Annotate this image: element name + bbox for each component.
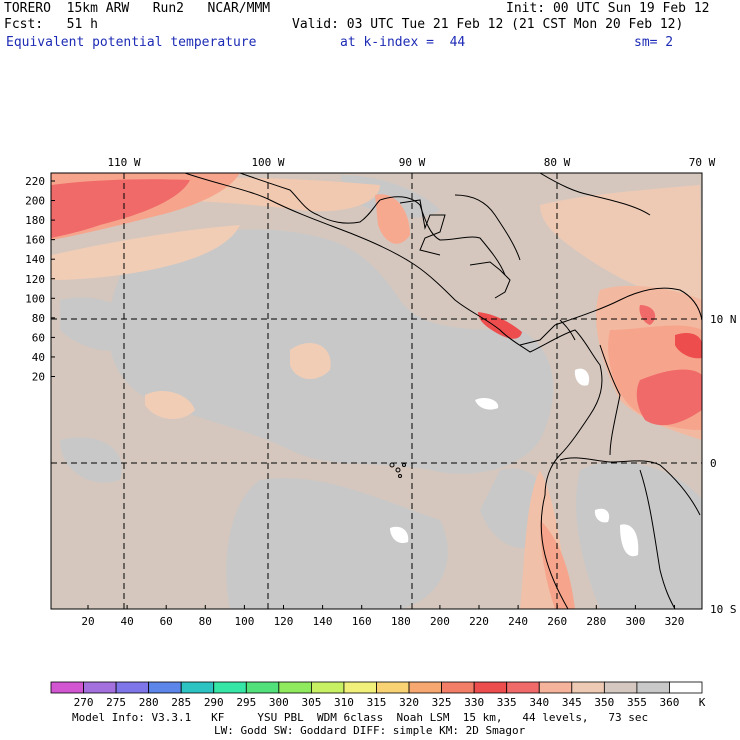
colorbar-label: 290 [204,696,224,709]
colorbar-swatch [115,681,150,694]
colorbar-swatch [506,681,540,694]
map-frame [50,172,703,610]
colorbar-swatch [310,681,345,694]
y-tick-label: 120 [25,273,45,286]
colorbar-label: 285 [171,696,191,709]
colorbar-swatch [376,681,410,694]
colorbar-label: 340 [529,696,549,709]
colorbar-swatch [278,681,312,694]
x-tick-label: 160 [352,615,372,628]
lon-label: 80 W [544,156,571,169]
lat-label: 0 [710,457,717,470]
forecast-hour: Fcst: 51 h [4,17,98,32]
colorbar-swatch [571,681,605,694]
colorbar-swatch [636,681,670,694]
colorbar-unit: K [699,696,706,709]
x-tick-label: 300 [625,615,645,628]
x-tick-label: 80 [199,615,212,628]
theta-e-field [51,173,702,609]
x-tick-label: 180 [391,615,411,628]
valid-time: Valid: 03 UTC Tue 21 Feb 12 (21 CST Mon … [292,17,684,32]
x-tick-label: 220 [469,615,489,628]
colorbar-label: 355 [627,696,647,709]
colorbar-label: 300 [269,696,289,709]
colorbar-swatch [180,681,215,694]
colorbar-label: 345 [562,696,582,709]
init-time: Init: 00 UTC Sun 19 Feb 12 [506,1,710,16]
lon-label: 100 W [251,156,284,169]
x-tick-label: 100 [234,615,254,628]
y-tick-label: 220 [25,175,45,188]
y-tick-label: 40 [32,351,45,364]
colorbar-label: 310 [334,696,354,709]
lon-label: 110 W [107,156,140,169]
y-tick-label: 200 [25,195,45,208]
physics-info: LW: Godd SW: Goddard DIFF: simple KM: 2D… [214,724,526,737]
x-tick-label: 140 [313,615,333,628]
colorbar-label: 295 [236,696,256,709]
colorbar-swatch [50,681,84,694]
colorbar-swatch [669,681,703,694]
x-tick-label: 260 [547,615,567,628]
colorbar-swatch [213,681,247,694]
colorbar-label: 330 [464,696,484,709]
x-tick-label: 60 [160,615,173,628]
x-tick-label: 40 [120,615,133,628]
lon-label: 70 W [689,156,716,169]
y-tick-label: 80 [32,312,45,325]
colorbar-label: 335 [497,696,517,709]
colorbar-swatch [148,681,182,694]
colorbar-label: 315 [367,696,387,709]
x-tick-label: 280 [586,615,606,628]
colorbar: 270 275 280 285 290 295 300 305 310 315 320 325 330 3… [50,681,706,709]
field-name: Equivalent potential temperature [6,35,257,50]
colorbar-swatch [343,681,377,694]
colorbar-label: 280 [139,696,159,709]
lon-label: 90 W [399,156,426,169]
colorbar-label: 305 [301,696,321,709]
y-tick-label: 60 [32,331,45,344]
colorbar-swatch [538,681,573,694]
x-tick-label: 200 [430,615,450,628]
y-tick-label: 20 [32,371,45,384]
model-title: TORERO 15km ARW Run2 NCAR/MMM [4,1,271,16]
y-tick-label: 160 [25,234,45,247]
y-tick-label: 180 [25,214,45,227]
x-tick-label: 20 [81,615,94,628]
x-tick-label: 120 [274,615,294,628]
colorbar-label: 270 [74,696,94,709]
y-tick-label: 100 [25,292,45,305]
lat-label: 10 N [710,313,737,326]
colorbar-label: 320 [399,696,419,709]
colorbar-swatch [603,681,638,694]
colorbar-label: 325 [432,696,452,709]
model-info: Model Info: V3.3.1 KF YSU PBL WDM 6class… [72,711,649,724]
lat-label: 10 S [710,603,737,616]
y-tick-label: 140 [25,253,45,266]
colorbar-swatch [441,681,475,694]
colorbar-label: 360 [660,696,680,709]
x-tick-label: 320 [665,615,685,628]
smoothing: sm= 2 [634,35,674,50]
colorbar-label: 275 [106,696,126,709]
axis-ticks [51,180,675,609]
colorbar-swatch [408,681,442,694]
x-tick-label: 240 [508,615,528,628]
colorbar-swatch [83,681,117,694]
colorbar-label: 350 [594,696,614,709]
colorbar-swatch [473,681,508,694]
colorbar-swatch [245,681,280,694]
graticule [51,173,702,609]
level-index: at k-index = 44 [340,35,466,50]
